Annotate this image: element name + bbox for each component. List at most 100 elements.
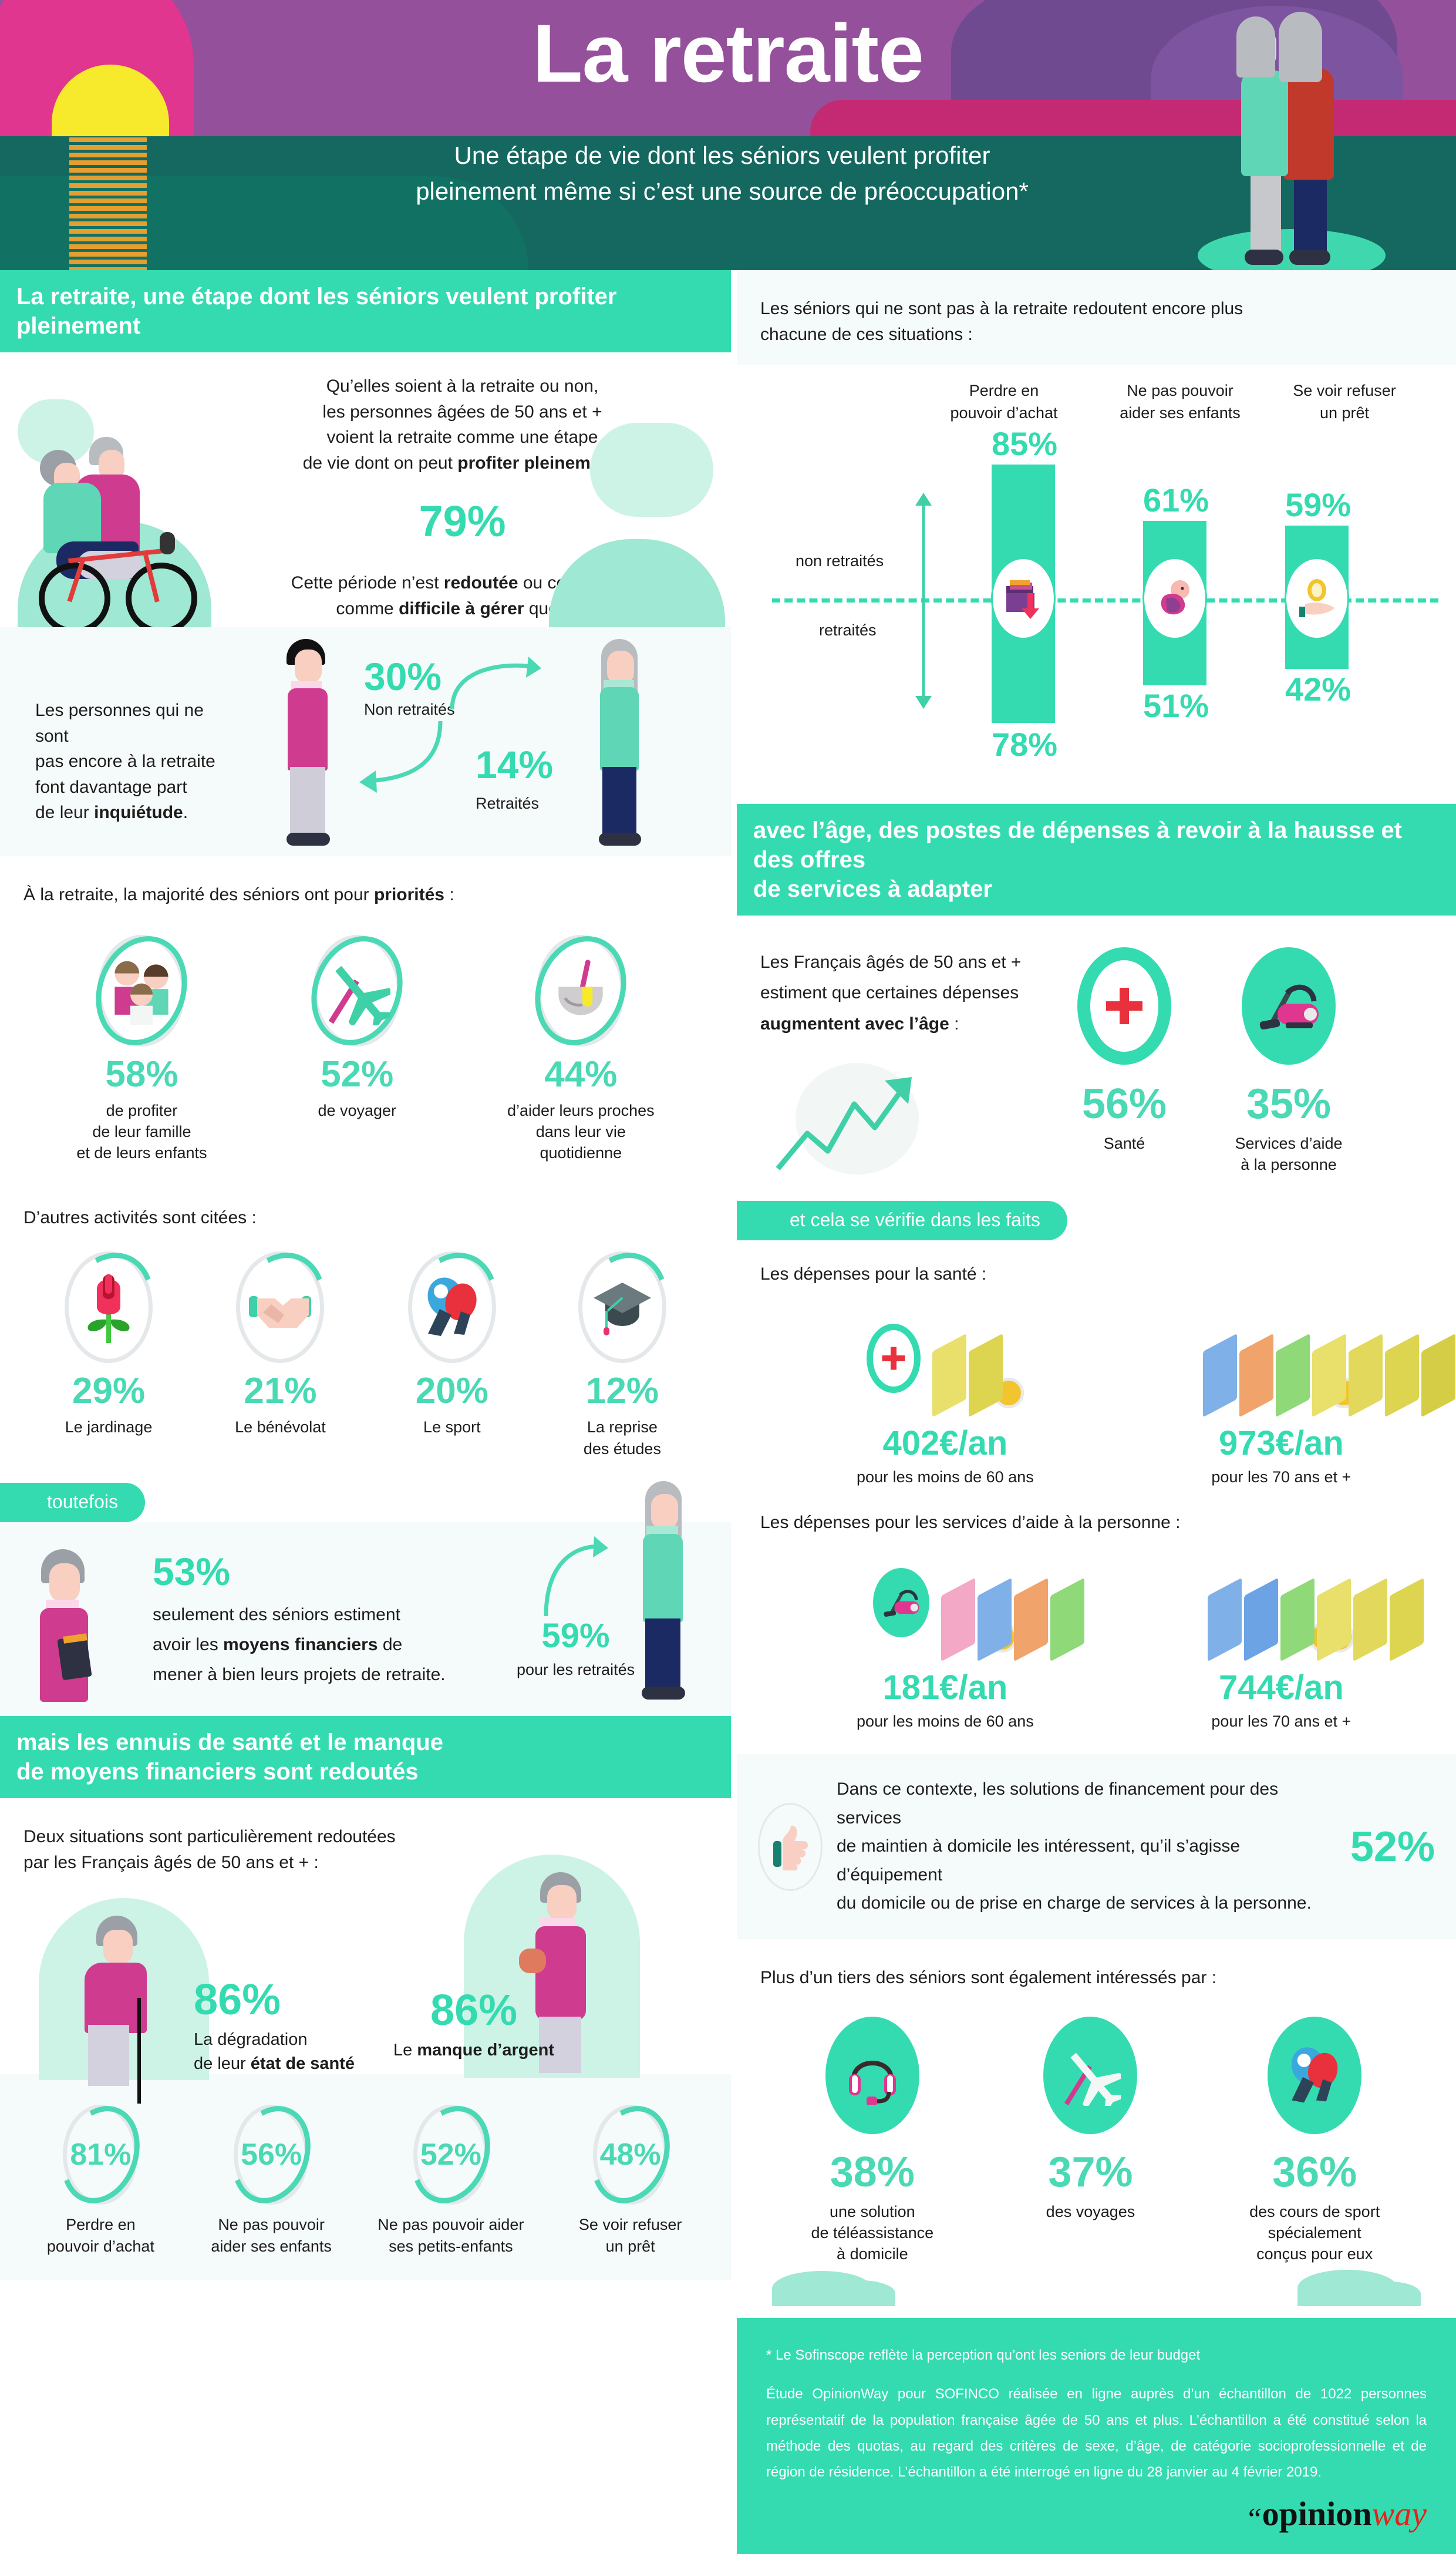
progress-ring xyxy=(561,1240,683,1375)
shoe-shape xyxy=(287,833,330,846)
pingpong-icon xyxy=(1268,2016,1362,2134)
banknote-100 xyxy=(1280,1577,1315,1662)
progress-ring xyxy=(220,1240,341,1375)
banknote-200 xyxy=(968,1333,1003,1418)
aide-expenses-block: Les dépenses pour les services d’aide à … xyxy=(737,1494,1456,1755)
bar-value-bottom-1: 51% xyxy=(1142,687,1209,724)
axis-label-non-retraites: non retraités xyxy=(796,551,884,570)
financing-line-3: du domicile ou de prise en charge de ser… xyxy=(837,1893,1312,1913)
baby-icon xyxy=(1142,557,1207,640)
sante-right-caption: pour les 70 ans et + xyxy=(1211,1468,1351,1486)
leg-shape xyxy=(1294,173,1327,255)
priority-caption: de profiter de leur famille et de leurs … xyxy=(76,1101,207,1162)
expense-pct-sante: 56% xyxy=(1081,1080,1167,1128)
face-shape xyxy=(607,651,634,685)
activity-caption: Le bénévolat xyxy=(235,1418,326,1436)
bush-shape xyxy=(825,2280,895,2306)
elderly-cane-illustration xyxy=(76,1916,182,2104)
interest-item: 37% des voyages xyxy=(1002,2016,1178,2265)
intro-line-1: Qu’elles soient à la retraite ou non, xyxy=(326,376,599,396)
interest-caption: des voyages xyxy=(1046,2202,1135,2220)
fear-rings-block: 81% Perdre en pouvoir d’achat 56% Ne pas… xyxy=(0,2074,731,2281)
intro-line-3: voient la retraite comme une étape xyxy=(326,428,598,447)
faits-tab[interactable]: et cela se vérifie dans les faits xyxy=(737,1201,1067,1241)
banknote-200 xyxy=(932,1333,966,1418)
graduation-cap-icon xyxy=(589,1262,656,1352)
aide-right-caption: pour les 70 ans et + xyxy=(1211,1712,1351,1731)
aide-left-amount: 181€/an xyxy=(882,1668,1008,1707)
toutefois-text: 53% seulement des séniors estiment avoir… xyxy=(153,1549,517,1690)
butterfly-chart-block: Perdre en pouvoir d’achat Ne pas pouvoir a… xyxy=(737,365,1456,804)
trend-up-icon xyxy=(776,1077,912,1170)
bar-value-top-1: 61% xyxy=(1142,481,1209,519)
banknote-200 xyxy=(1390,1577,1424,1662)
worry-text: Les personnes qui ne sont pas encore à l… xyxy=(35,698,229,826)
sante-left-caption: pour les moins de 60 ans xyxy=(857,1468,1034,1486)
aide-left-group: 181€/an pour les moins de 60 ans xyxy=(760,1553,1130,1733)
expenses-intro-line-1: Les Français âgés de 50 ans et + xyxy=(760,952,1022,972)
double-arrow-icon xyxy=(915,492,932,709)
section-header-ennuis: mais les ennuis de santé et le manque de… xyxy=(0,1716,731,1816)
sun-reflection xyxy=(69,137,147,270)
fear-ring-caption: Se voir refuser un prêt xyxy=(578,2216,682,2255)
leg-shape xyxy=(290,767,325,836)
bar-value-top-0: 85% xyxy=(991,425,1058,462)
progress-ring xyxy=(48,1240,170,1375)
left-column: La retraite, une étape dont les séniors … xyxy=(0,270,731,2281)
priorities-block: À la retraite, la majorité des séniors o… xyxy=(0,856,731,1182)
torso-shape xyxy=(1241,70,1288,176)
section-header-ennuis-line1: mais les ennuis de santé et le manque xyxy=(16,1729,443,1756)
priority-pct: 58% xyxy=(105,1054,178,1095)
vacuum-icon xyxy=(1242,947,1336,1065)
financing-line-1: Dans ce contexte, les solutions de finan… xyxy=(837,1779,1279,1828)
priority-caption: de voyager xyxy=(318,1101,397,1119)
financing-text: Dans ce contexte, les solutions de finan… xyxy=(837,1775,1336,1918)
toutefois-line-1: seulement des séniors estiment xyxy=(153,1605,400,1625)
banknote-20 xyxy=(1208,1577,1242,1662)
bicycle-handlebar xyxy=(160,532,175,554)
sante-right-amount: 973€/an xyxy=(1218,1424,1344,1462)
priorities-title: À la retraite, la majorité des séniors o… xyxy=(23,885,454,904)
footnote: * Le Sofinscope reflète la perception qu… xyxy=(766,2347,1201,2363)
piggybank-icon xyxy=(519,1949,546,1974)
expense-pct-aide: 35% xyxy=(1246,1080,1332,1128)
leg-shape xyxy=(602,767,636,836)
chart-category-2: Se voir refuser un prêt xyxy=(1293,382,1396,422)
vacuum-icon xyxy=(872,1568,929,1638)
pingpong-icon xyxy=(419,1262,486,1352)
fear-ring-caption: Perdre en pouvoir d’achat xyxy=(46,2216,154,2255)
banknote-10 xyxy=(941,1577,975,1662)
grass-shape xyxy=(1198,229,1386,270)
arrow-down-left-icon xyxy=(359,721,443,793)
shoe-shape xyxy=(1245,250,1283,265)
banknote-20 xyxy=(1244,1577,1279,1662)
toutefois-tab[interactable]: toutefois xyxy=(0,1483,145,1523)
worry-line-2: pas encore à la retraite xyxy=(35,752,215,771)
aide-right-amount: 744€/an xyxy=(1218,1668,1344,1707)
fear-ring-pct: 48% xyxy=(599,2138,661,2172)
worry-line-1: Les personnes qui ne sont xyxy=(35,701,204,746)
bush-shape xyxy=(1356,2281,1421,2306)
money-stack-402 xyxy=(932,1308,1024,1418)
intro-block: Qu’elles soient à la retraite ou non, le… xyxy=(0,352,731,675)
activity-item: 21% Le bénévolat xyxy=(220,1240,341,1459)
fear-ring-caption: Ne pas pouvoir aider ses enfants xyxy=(211,2216,332,2255)
progress-ring: 81% xyxy=(48,2095,153,2215)
fear-ring-item: 81% Perdre en pouvoir d’achat xyxy=(27,2095,174,2257)
book-icon xyxy=(57,1636,92,1681)
fears-intro-line-1: Deux situations sont particulièrement re… xyxy=(23,1827,396,1847)
expenses-intro-text: Les Français âgés de 50 ans et + estimen… xyxy=(760,947,1036,1175)
worry-line-3: font davantage part xyxy=(35,777,187,797)
arrow-up-right-icon xyxy=(450,657,541,710)
priority-item: 52% de voyager xyxy=(296,923,418,1164)
priority-item: 44% d’aider leurs proches dans leur vie … xyxy=(507,923,655,1164)
bar-value-top-2: 59% xyxy=(1285,486,1351,523)
banknote-100 xyxy=(1050,1577,1084,1662)
interests-block: Plus d’un tiers des séniors sont égaleme… xyxy=(737,1939,1456,2318)
stat-53: 53% xyxy=(153,1550,231,1594)
page-title: La retraite xyxy=(532,7,924,99)
airplane-icon xyxy=(323,945,391,1036)
toutefois-tab-wrap: toutefois xyxy=(0,1475,731,1523)
section-header-age-line2: de services à adapter xyxy=(753,876,992,902)
bar-value-bottom-2: 42% xyxy=(1285,670,1351,708)
